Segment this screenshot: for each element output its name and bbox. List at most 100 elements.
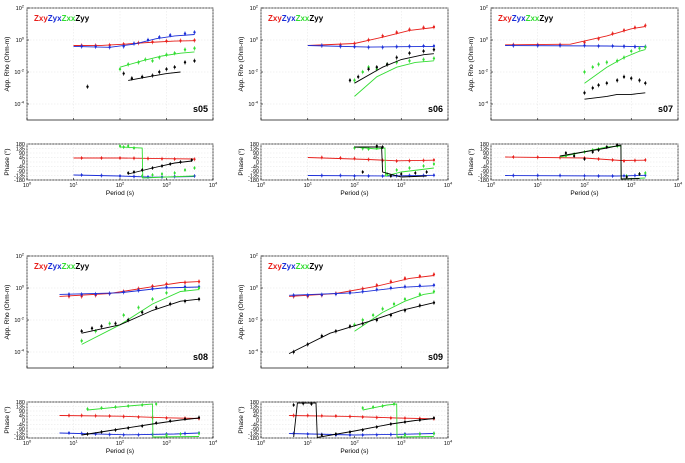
- rho-point-zxy: [389, 280, 393, 283]
- rho-model-zxx: [354, 60, 434, 97]
- station-label: s07: [658, 104, 673, 114]
- rho-point-zyy: [348, 79, 352, 82]
- rho-point-zyy: [591, 86, 594, 90]
- rho-point-zxy: [381, 34, 384, 38]
- phase-y-axis-label: Phase (°): [237, 148, 245, 175]
- rho-point-zxy: [165, 282, 168, 286]
- rho-point-zxy: [375, 283, 379, 287]
- rho-point-zxy: [183, 281, 187, 284]
- rho-y-axis-label: App. Rho (Ohm-m): [468, 37, 475, 92]
- phase-point-zxy: [536, 156, 539, 159]
- rho-point-zxy: [122, 42, 125, 46]
- phase-y-tick-label: -45: [251, 164, 259, 170]
- phase-point-zyy: [375, 144, 378, 148]
- phase-point-zxy: [108, 414, 111, 418]
- phase-y-tick-label: 0: [256, 160, 259, 166]
- rho-point-zyx: [183, 285, 187, 288]
- rho-point-zyx: [367, 46, 370, 49]
- phase-point-zxy: [146, 157, 150, 160]
- phase-point-zxx: [403, 433, 407, 437]
- phase-model-zxy: [289, 415, 434, 420]
- station-panel-s06: 10-4 10-2 100 102 App. Rho (Ohm-m) ZxyZyxZxxZ…: [237, 4, 453, 198]
- phase-point-zxx: [141, 403, 144, 407]
- phase-y-tick-label: -135: [14, 431, 25, 437]
- period-tick-label: 101: [304, 181, 313, 190]
- phase-y-tick-label: 0: [256, 418, 259, 424]
- rho-point-zyy: [126, 318, 130, 322]
- phase-point-zxx: [122, 145, 125, 149]
- rho-point-zyx: [94, 45, 97, 48]
- rho-point-zyx: [137, 289, 140, 292]
- phase-point-zxx: [395, 168, 398, 172]
- rho-point-zxx: [615, 59, 619, 63]
- rho-point-zyy: [583, 91, 586, 95]
- rho-point-zxx: [151, 59, 154, 63]
- phase-point-zxy: [633, 159, 637, 162]
- phase-point-zxy: [611, 158, 614, 162]
- phase-point-zyx: [67, 431, 71, 435]
- phase-point-zyx: [432, 174, 436, 177]
- rho-y-tick-label: 10-2: [248, 316, 258, 325]
- phase-point-zyx: [306, 432, 309, 436]
- legend: ZxyZyxZxxZyy: [34, 262, 90, 271]
- phase-point-zxy: [80, 414, 83, 417]
- rho-point-zxx: [418, 293, 422, 296]
- phase-point-zxy: [644, 158, 647, 162]
- legend-entry-zxx: Zxx: [296, 14, 310, 23]
- rho-y-tick-label: 102: [480, 4, 489, 13]
- rho-y-tick-label: 10-4: [248, 100, 258, 109]
- rho-point-zyy: [605, 81, 609, 85]
- phase-point-zxx: [408, 166, 411, 170]
- phase-point-zxy: [118, 156, 122, 160]
- phase-point-zyx: [108, 433, 111, 436]
- rho-point-zxx: [158, 56, 161, 59]
- phase-point-zxx: [381, 404, 384, 408]
- rho-point-zyy: [395, 56, 398, 59]
- rho-model-zyy: [288, 302, 435, 355]
- rho-point-zxx: [197, 286, 201, 290]
- phase-y-tick-label: 135: [250, 404, 259, 410]
- rho-point-zyx: [611, 44, 614, 48]
- rho-point-zyy: [638, 79, 641, 82]
- phase-point-zyy: [381, 145, 384, 149]
- rho-y-tick-label: 10-2: [14, 316, 24, 325]
- phase-y-axis-label: Phase (°): [467, 148, 475, 175]
- rho-point-zyx: [165, 286, 168, 289]
- phase-point-zyy: [597, 148, 600, 152]
- phase-point-zxx: [361, 147, 364, 150]
- rho-y-tick-label: 10-4: [14, 100, 24, 109]
- phase-point-zxy: [334, 414, 337, 418]
- phase-point-zxx: [127, 404, 130, 408]
- phase-y-tick-label: -45: [251, 422, 259, 428]
- phase-point-zyx: [597, 174, 600, 178]
- rho-point-zyy: [86, 85, 89, 88]
- rho-y-tick-label: 10-2: [248, 68, 258, 77]
- phase-y-tick-label: 180: [16, 142, 25, 148]
- period-tick-label: 104: [209, 181, 218, 190]
- phase-point-zyy: [190, 158, 193, 162]
- rho-point-zxx: [597, 63, 600, 66]
- phase-point-zyy: [302, 402, 305, 405]
- legend: ZxyZyxZxxZyy: [498, 14, 554, 23]
- phase-point-zxx: [183, 168, 187, 172]
- rho-point-zxx: [183, 288, 187, 291]
- rho-point-zyy: [100, 325, 103, 328]
- phase-point-zxy: [132, 157, 136, 160]
- legend-entry-zyy: Zyy: [309, 262, 323, 271]
- legend-entry-zxy: Zxy: [34, 14, 48, 23]
- rho-point-zyy: [165, 67, 168, 71]
- legend-entry-zyy: Zyy: [539, 14, 553, 23]
- phase-point-zyy: [169, 419, 172, 423]
- phase-point-zyy: [389, 422, 392, 426]
- rho-point-zyy: [422, 49, 425, 53]
- rho-y-tick-label: 10-4: [14, 348, 24, 357]
- phase-point-zyy: [151, 166, 154, 170]
- phase-y-tick-label: -90: [17, 169, 25, 175]
- phase-point-zyy: [160, 164, 164, 168]
- period-tick-label: 100: [257, 439, 266, 448]
- legend-entry-zyx: Zyx: [512, 14, 526, 23]
- phase-model-zyy: [560, 144, 640, 180]
- period-axis-label: Period (s): [570, 190, 598, 197]
- rho-point-zxy: [611, 32, 614, 35]
- phase-point-zyx: [94, 432, 97, 436]
